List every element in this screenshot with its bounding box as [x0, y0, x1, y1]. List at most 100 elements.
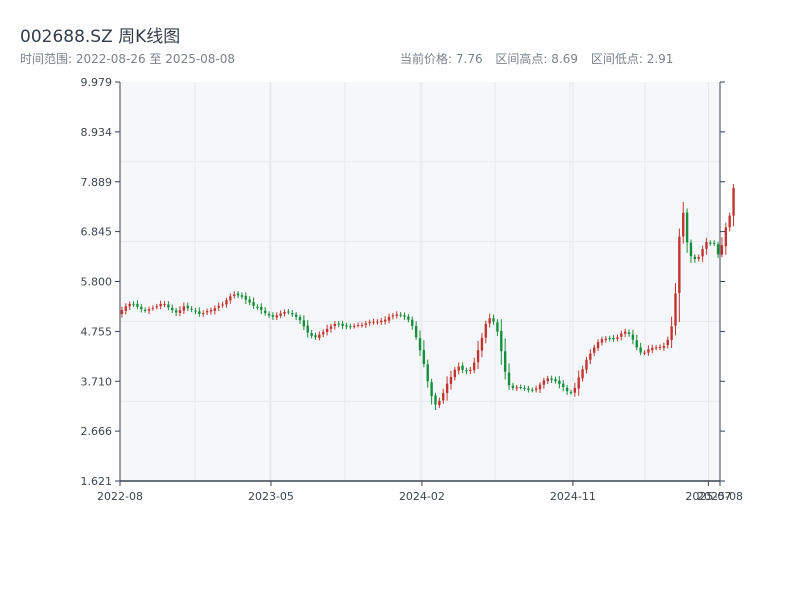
candle [411, 316, 414, 330]
candle-body [685, 212, 689, 243]
candle [732, 184, 735, 227]
candle [562, 380, 565, 392]
y-tick-label: 4.755 [81, 325, 113, 338]
candle [682, 201, 685, 244]
candle [678, 228, 681, 323]
candle-body [287, 311, 290, 313]
candle-body [352, 325, 356, 327]
candle [442, 388, 445, 404]
current-price-value: 7.76 [455, 52, 483, 66]
candle [589, 349, 592, 365]
candle-body [260, 306, 263, 311]
candle [662, 342, 666, 351]
candle [577, 370, 580, 396]
candle [503, 338, 507, 380]
candle-body [550, 378, 553, 380]
candle-body [589, 353, 592, 360]
date-range-label: 时间范围: [20, 52, 73, 66]
candle-body [356, 324, 360, 326]
candle-body [322, 332, 325, 335]
candle [674, 283, 677, 336]
candle [217, 302, 220, 311]
candle [728, 212, 731, 232]
candle [627, 329, 631, 337]
candle [248, 296, 251, 306]
candle-body [635, 340, 638, 348]
candle [538, 382, 542, 393]
candle [697, 254, 700, 262]
candle-body [581, 369, 584, 379]
x-tick-label: 2022-08 [97, 490, 143, 503]
candle [275, 312, 278, 320]
candle-body [294, 314, 298, 317]
candle [298, 314, 302, 324]
candle [256, 304, 259, 310]
candle-body [507, 372, 511, 386]
candle-body [674, 293, 677, 326]
candle-body [643, 352, 646, 354]
candle-body [476, 350, 480, 363]
candle-body [651, 347, 654, 351]
range-low-value: 2.91 [646, 52, 674, 66]
candle [724, 222, 728, 255]
candle [213, 305, 217, 315]
date-range: 时间范围: 2022-08-26 至 2025-08-08 [20, 50, 235, 67]
candle-body [147, 309, 151, 311]
candle-body [616, 337, 619, 339]
candle [310, 330, 313, 339]
candle-body [349, 326, 352, 328]
candle-body [221, 304, 224, 306]
candle-body [712, 242, 716, 244]
candle-body [430, 382, 433, 397]
candle [352, 323, 356, 329]
candle-body [229, 296, 232, 301]
candle [596, 339, 600, 352]
candle [383, 316, 387, 325]
candle [221, 301, 224, 308]
candle [333, 320, 337, 330]
candle-body [186, 305, 189, 309]
candle-body [252, 301, 255, 306]
date-range-sep: 至 [149, 52, 162, 66]
candle-body [256, 306, 259, 308]
x-axis-labels: 2022-08 2023-05 2024-02 2024-11 2025-072025-… [97, 490, 743, 503]
candle-body [631, 334, 635, 340]
candle [480, 332, 484, 358]
candle [341, 320, 344, 329]
y-tick-label: 3.710 [81, 375, 113, 388]
candle [407, 314, 410, 323]
candle-body [143, 309, 147, 311]
candle-body [403, 315, 406, 317]
candle-body [194, 310, 197, 312]
candle-body [391, 315, 395, 317]
candle-body [457, 366, 460, 371]
candle [128, 301, 131, 310]
candle-body [600, 339, 604, 343]
candle-body [159, 303, 162, 307]
candle [565, 384, 569, 395]
x-tick-label: 2025-08 [697, 490, 743, 503]
candle-body [534, 388, 538, 390]
candle-body [484, 323, 488, 338]
candle-body [480, 337, 484, 351]
candle [225, 297, 228, 308]
candle-body [418, 338, 422, 351]
candle-body [190, 308, 193, 310]
candle-body [604, 338, 608, 341]
candle-body [670, 326, 673, 340]
candle [604, 336, 608, 343]
candle [573, 382, 577, 397]
candle [685, 208, 689, 253]
candle-body [182, 306, 186, 311]
candle [531, 387, 534, 393]
candle [608, 335, 611, 342]
candle [488, 313, 491, 328]
candle-body [546, 378, 549, 382]
candle [291, 310, 294, 317]
candle [209, 307, 213, 315]
candle-body [531, 389, 534, 391]
candle [643, 350, 646, 356]
candle [294, 312, 298, 320]
date-range-end: 2025-08-08 [165, 52, 236, 66]
candle [426, 359, 429, 388]
